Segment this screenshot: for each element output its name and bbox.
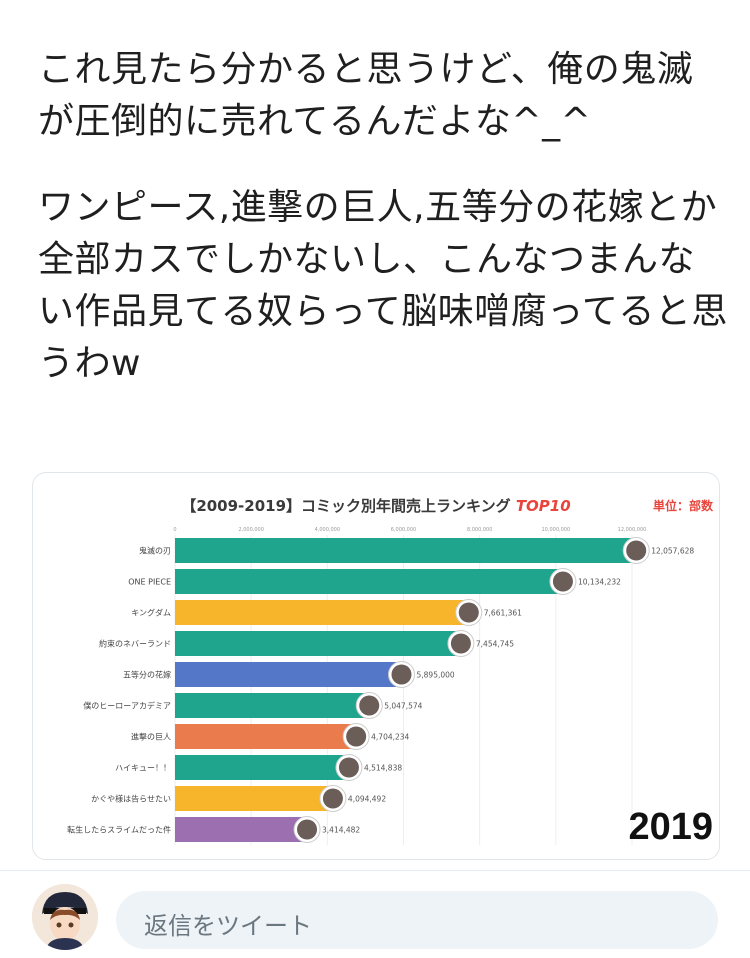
bar	[175, 538, 635, 563]
cover-thumbnail-art	[626, 540, 647, 561]
category-label: 五等分の花嫁	[123, 670, 171, 680]
x-tick-label: 12,000,000	[618, 527, 647, 533]
cover-thumbnail-art	[338, 757, 359, 778]
x-tick-label: 8,000,000	[467, 527, 492, 533]
avatar-icon	[32, 884, 98, 950]
category-label: 僕のヒーローアカデミア	[83, 701, 171, 711]
cover-thumbnail-art	[297, 819, 318, 840]
value-label: 10,134,232	[578, 578, 621, 587]
value-label: 7,661,361	[484, 609, 522, 618]
category-label: ハイキュー！！	[115, 764, 171, 773]
bar	[175, 724, 355, 749]
category-label: 転生したらスライムだった件	[67, 825, 171, 835]
year-label: 2019	[628, 806, 713, 848]
bar	[175, 569, 561, 594]
divider	[0, 870, 750, 871]
bar	[175, 600, 467, 625]
x-tick-label: 6,000,000	[391, 527, 416, 533]
reply-placeholder: 返信をツイート	[144, 912, 312, 940]
value-label: 12,057,628	[651, 547, 694, 556]
cover-thumbnail-art	[359, 695, 380, 716]
category-label: かぐや様は告らせたい	[91, 794, 171, 804]
bar	[175, 631, 459, 656]
chart-image-card[interactable]: 0 2,000,000 4,000,000 6,000,000 8,000,000 10,…	[32, 472, 720, 860]
x-tick-label: 2,000,000	[238, 527, 263, 533]
cover-thumbnail-art	[391, 664, 412, 685]
x-tick-label: 4,000,000	[315, 527, 340, 533]
bar	[175, 817, 306, 842]
category-label: キングダム	[131, 608, 171, 618]
value-label: 7,454,745	[476, 640, 514, 649]
x-tick-label: 0	[173, 527, 176, 533]
cover-thumbnail-art	[322, 788, 343, 809]
value-label: 3,414,482	[322, 826, 360, 835]
bar	[175, 662, 400, 687]
cover-thumbnail-art	[552, 571, 573, 592]
chart-title: 【2009-2019】コミック別年間売上ランキング TOP10	[33, 495, 719, 516]
value-label: 4,514,838	[364, 764, 402, 773]
value-label: 4,704,234	[371, 733, 409, 742]
reply-input[interactable]: 返信をツイート	[116, 891, 718, 949]
chart-title-top10: TOP10	[515, 497, 571, 515]
value-label: 4,094,492	[348, 795, 386, 804]
x-tick-label: 10,000,000	[542, 527, 571, 533]
cover-thumbnail-art	[458, 602, 479, 623]
chart-title-main: 【2009-2019】コミック別年間売上ランキング	[181, 497, 511, 515]
bar	[175, 786, 331, 811]
avatar[interactable]	[32, 884, 98, 950]
category-label: 鬼滅の刃	[139, 546, 171, 556]
cover-thumbnail-art	[450, 633, 471, 654]
bar	[175, 693, 368, 718]
value-label: 5,895,000	[417, 671, 455, 680]
category-label: 約束のネバーランド	[99, 639, 171, 649]
category-label: 進撃の巨人	[131, 732, 171, 742]
tweet-text-paragraph-2: ワンピース,進撃の巨人,五等分の花嫁とか全部カスでしかないし、こんなつまんない作…	[38, 187, 728, 384]
bar	[175, 755, 347, 780]
bar-chart: 0 2,000,000 4,000,000 6,000,000 8,000,000 10,…	[67, 527, 694, 845]
unit-label: 単位：部数	[652, 499, 713, 513]
value-label: 5,047,574	[384, 702, 422, 711]
cover-thumbnail-art	[346, 726, 367, 747]
category-label: ONE PIECE	[128, 578, 171, 587]
tweet-text-paragraph-1: これ見たら分かると思うけど、俺の鬼滅が圧倒的に売れてるんだよな^_^	[38, 49, 694, 142]
